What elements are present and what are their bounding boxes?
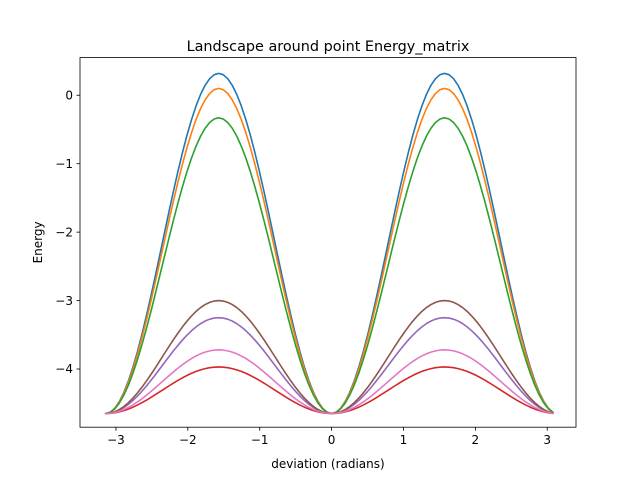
x-tick-label: 3	[543, 433, 551, 447]
series-layer	[104, 72, 555, 415]
y-tick-label: 0	[65, 88, 73, 102]
chart-title: Landscape around point Energy_matrix	[187, 39, 470, 55]
x-axis-label: deviation (radians)	[271, 457, 384, 471]
x-tick-label: 2	[472, 433, 480, 447]
x-tick-label: −1	[251, 433, 269, 447]
x-tick-label: −3	[107, 433, 125, 447]
y-axis-label: Energy	[31, 221, 45, 263]
y-tick-label: −2	[55, 225, 73, 239]
x-axis: −3 −2 −1 0 1 2 3	[107, 427, 551, 447]
x-tick-label: 0	[328, 433, 336, 447]
y-axis: −4 −3 −2 −1 0	[55, 88, 80, 376]
y-tick-label: −3	[55, 294, 73, 308]
axes-frame	[79, 57, 577, 428]
y-tick-label: −4	[55, 362, 73, 376]
x-tick-label: −2	[179, 433, 197, 447]
y-tick-label: −1	[55, 157, 73, 171]
x-tick-label: 1	[400, 433, 408, 447]
series-line-7	[104, 349, 554, 415]
